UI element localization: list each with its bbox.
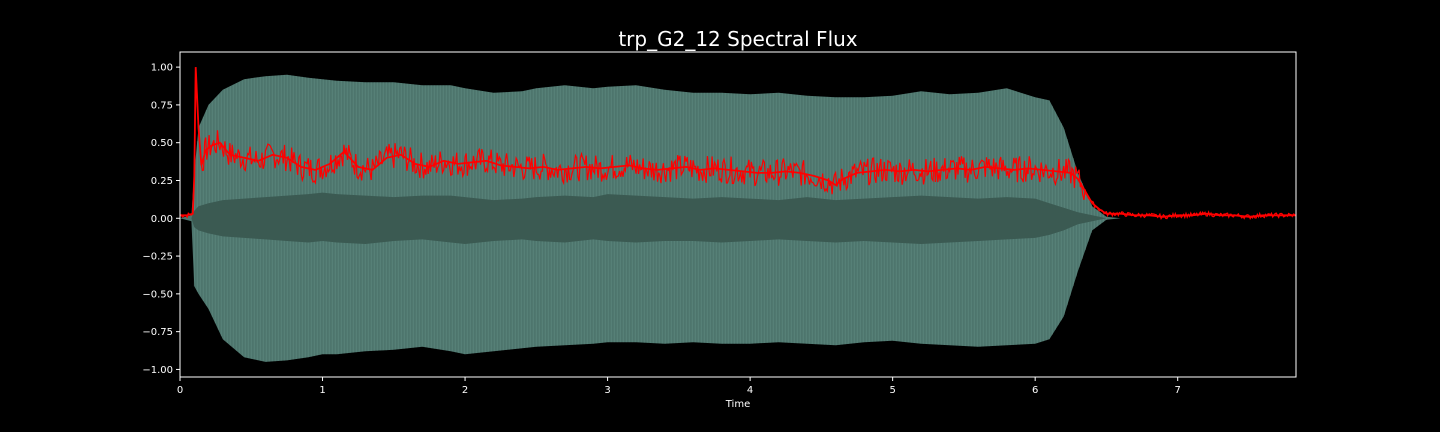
y-tick-label: 0.50: [151, 138, 173, 149]
y-tick-label: 0.00: [151, 214, 173, 225]
y-tick-label: 0.75: [151, 100, 173, 111]
x-tick-label: 7: [1175, 385, 1181, 396]
x-tick-label: 3: [604, 385, 610, 396]
x-tick-label: 2: [462, 385, 468, 396]
y-tick-label: −1.00: [142, 365, 173, 376]
chart-title: trp_G2_12 Spectral Flux: [618, 27, 857, 51]
x-tick-label: 0: [177, 385, 183, 396]
x-axis: 0 1 2 3 4 5 6 7: [177, 377, 1181, 396]
waveform-inner-band: [180, 192, 1296, 244]
y-tick-label: −0.50: [142, 289, 173, 300]
plot-area: [179, 67, 1296, 362]
y-tick-label: −0.25: [142, 252, 173, 263]
y-axis: 1.00 0.75 0.50 0.25 0.00 −0.25 −0.50 −0.75 −1.00: [142, 63, 180, 376]
x-tick-label: 5: [889, 385, 895, 396]
x-axis-label: Time: [725, 399, 750, 410]
x-tick-label: 6: [1032, 385, 1038, 396]
x-tick-label: 4: [747, 385, 753, 396]
y-tick-label: −0.75: [142, 327, 173, 338]
x-tick-label: 1: [319, 385, 325, 396]
plot-frame: [179, 51, 1297, 378]
y-tick-label: 0.25: [151, 176, 173, 187]
y-tick-label: 1.00: [151, 63, 173, 74]
spectral-flux-line: [180, 67, 1296, 218]
